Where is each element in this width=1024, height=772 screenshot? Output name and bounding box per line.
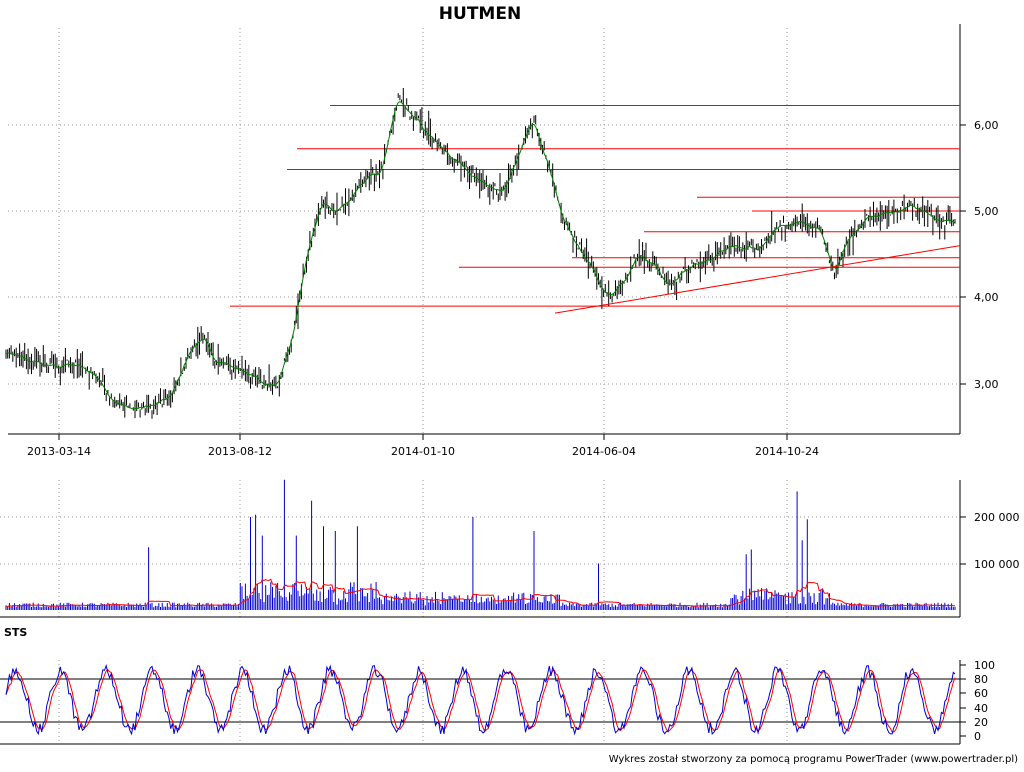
y-tick-label: 200 000 [974, 511, 1020, 524]
price-bars [5, 88, 956, 419]
sts-main-line [5, 663, 956, 736]
price-close-line [5, 101, 956, 410]
y-tick-label: 0 [974, 730, 981, 743]
y-tick-label: 5,00 [974, 205, 999, 218]
y-tick-label: 100 [974, 659, 995, 672]
x-tick-label: 2013-03-14 [27, 445, 91, 458]
sts-panel-label: STS [4, 626, 27, 639]
y-tick-label: 100 000 [974, 558, 1020, 571]
x-tick-label: 2013-08-12 [208, 445, 272, 458]
price-x-ticks: 2013-03-14 2013-08-12 2014-01-10 2014-06… [27, 434, 819, 458]
price-grid [8, 28, 960, 434]
y-tick-label: 3,00 [974, 378, 999, 391]
volume-grid [0, 480, 960, 617]
chart-title: HUTMEN [439, 4, 521, 24]
y-tick-label: 6,00 [974, 119, 999, 132]
x-tick-label: 2014-01-10 [391, 445, 455, 458]
price-y-ticks: 3,00 4,00 5,00 6,00 [960, 119, 999, 391]
sts-signal-line [5, 668, 956, 733]
trendline [554, 245, 961, 314]
y-tick-label: 40 [974, 702, 988, 715]
support-resistance-lines [230, 105, 960, 307]
volume-y-ticks: 100 000 200 000 [960, 511, 1020, 571]
sts-y-ticks: 0 20 40 60 80 100 [960, 659, 995, 743]
volume-bars [5, 479, 956, 610]
x-tick-label: 2014-10-24 [755, 445, 819, 458]
volume-moving-average [5, 578, 956, 608]
y-tick-label: 60 [974, 687, 988, 700]
x-tick-label: 2014-06-04 [572, 445, 636, 458]
footer-credit: Wykres został stworzony za pomocą progra… [609, 754, 1018, 765]
y-tick-label: 80 [974, 673, 988, 686]
y-tick-label: 20 [974, 716, 988, 729]
y-tick-label: 4,00 [974, 291, 999, 304]
